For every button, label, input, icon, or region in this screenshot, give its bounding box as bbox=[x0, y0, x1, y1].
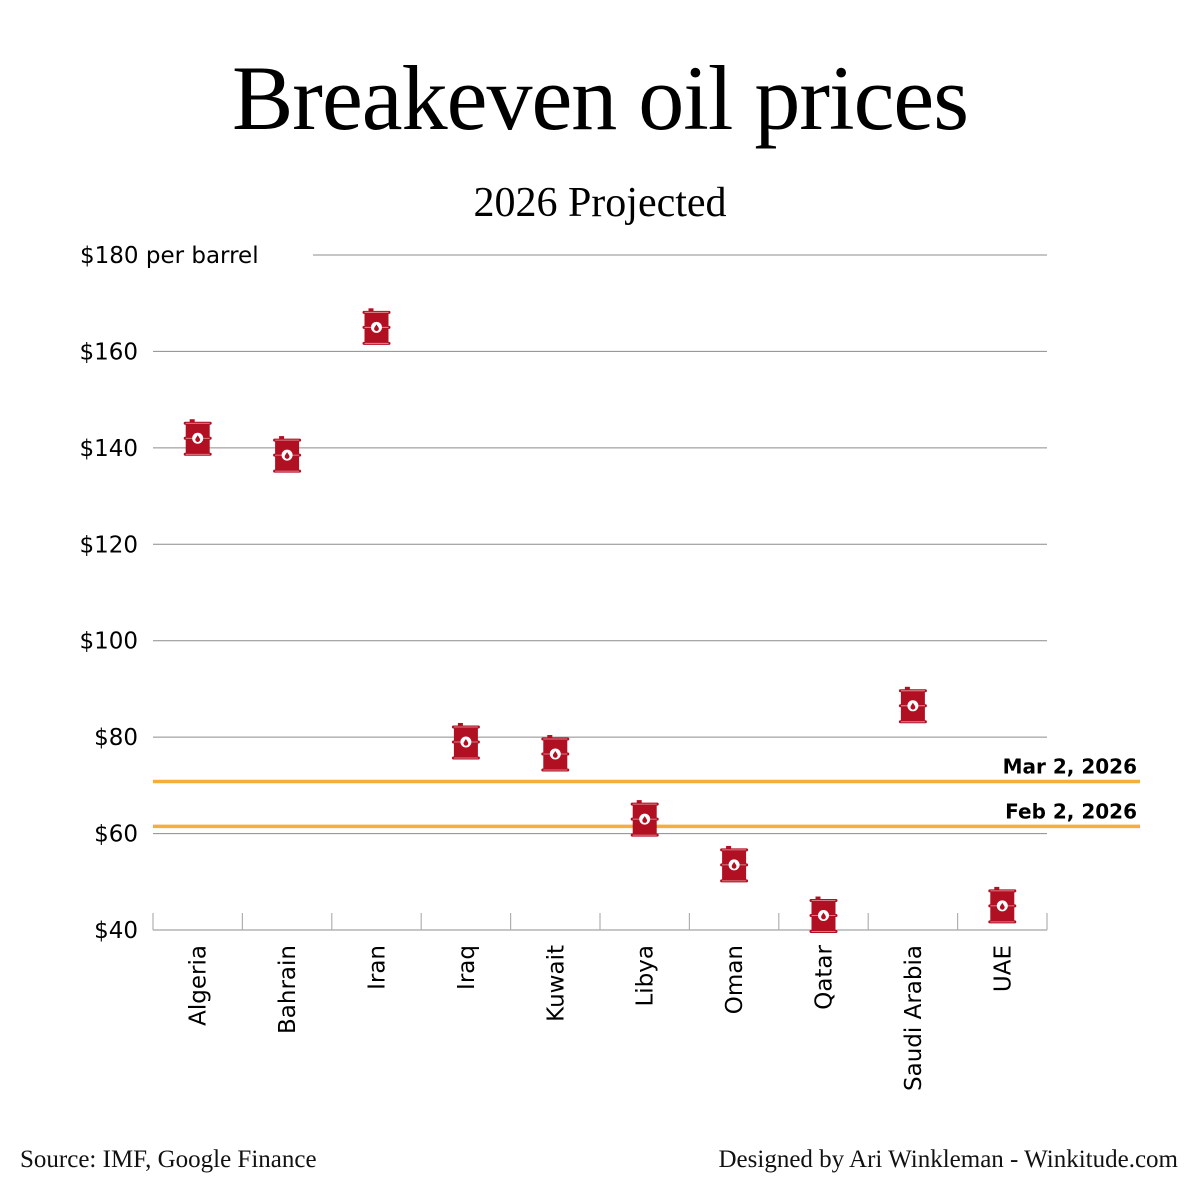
x-category-label: Iran bbox=[365, 945, 391, 990]
gridlines bbox=[153, 254, 1047, 835]
oil-barrel-icon bbox=[630, 800, 659, 837]
oil-barrel-icon bbox=[451, 722, 480, 760]
droplet-icon bbox=[374, 324, 379, 332]
barrel-cap bbox=[457, 722, 463, 726]
chart-title: Breakeven oil prices bbox=[231, 47, 969, 149]
y-tick-label: $100 bbox=[79, 629, 138, 655]
barrel-cap bbox=[726, 845, 732, 849]
x-axis bbox=[152, 913, 1048, 931]
chart-subtitle: 2026 Projected bbox=[473, 180, 727, 226]
y-axis-ticks: $40 $60 $80 $100 $120 $140 $160 $180 per barrel bbox=[79, 243, 258, 944]
barrel-cap bbox=[547, 735, 553, 739]
barrel-cap bbox=[189, 419, 195, 423]
oil-barrel-icon bbox=[898, 686, 927, 724]
x-category-label: Libya bbox=[633, 945, 659, 1007]
x-category-label: Qatar bbox=[812, 944, 838, 1009]
y-tick-label: $40 bbox=[94, 918, 138, 944]
y-tick-label: $160 bbox=[79, 339, 138, 365]
barrel-cap bbox=[904, 686, 910, 690]
oil-barrel-icon bbox=[988, 886, 1017, 924]
source-note: Source: IMF, Google Finance bbox=[20, 1146, 317, 1173]
barrel-cap bbox=[815, 896, 821, 900]
x-category-label: UAE bbox=[990, 945, 1016, 992]
barrel-cap bbox=[279, 436, 285, 440]
oil-barrel-icon bbox=[809, 896, 838, 934]
droplet-icon bbox=[284, 452, 290, 459]
y-tick-label: $180 per barrel bbox=[80, 243, 259, 269]
data-marks bbox=[183, 308, 1017, 934]
reference-line-label: Mar 2, 2026 bbox=[1003, 755, 1137, 779]
barrel-cap bbox=[994, 886, 1000, 890]
droplet-icon bbox=[910, 702, 916, 710]
droplet-icon bbox=[195, 435, 201, 443]
oil-barrel-icon bbox=[273, 436, 302, 473]
y-tick-label: $120 bbox=[79, 532, 138, 558]
y-tick-label: $60 bbox=[94, 822, 138, 848]
droplet-icon bbox=[731, 861, 737, 869]
y-tick-label: $80 bbox=[94, 725, 138, 751]
x-category-label: Iraq bbox=[454, 945, 480, 990]
designer-credit: Designed by Ari Winkleman - Winkitude.co… bbox=[718, 1146, 1179, 1173]
x-axis-labels: Algeria Bahrain Iran Iraq Kuwait Libya Oman Qat… bbox=[186, 944, 1017, 1090]
droplet-icon bbox=[999, 902, 1005, 910]
x-category-label: Oman bbox=[722, 945, 748, 1014]
x-category-label: Algeria bbox=[186, 945, 212, 1026]
reference-line-label: Feb 2, 2026 bbox=[1005, 799, 1137, 823]
droplet-icon bbox=[642, 816, 648, 823]
x-category-label: Saudi Arabia bbox=[901, 945, 927, 1091]
oil-barrel-icon bbox=[362, 308, 391, 345]
oil-barrel-icon bbox=[183, 419, 212, 456]
x-category-label: Kuwait bbox=[543, 945, 569, 1022]
barrel-cap bbox=[636, 800, 642, 804]
oil-barrel-icon bbox=[541, 735, 570, 772]
droplet-icon bbox=[821, 912, 826, 920]
barrel-cap bbox=[368, 308, 374, 312]
oil-barrel-icon bbox=[720, 845, 749, 883]
y-tick-label: $140 bbox=[79, 436, 138, 462]
droplet-icon bbox=[552, 751, 558, 758]
x-category-label: Bahrain bbox=[275, 945, 301, 1034]
droplet-icon bbox=[463, 738, 469, 746]
